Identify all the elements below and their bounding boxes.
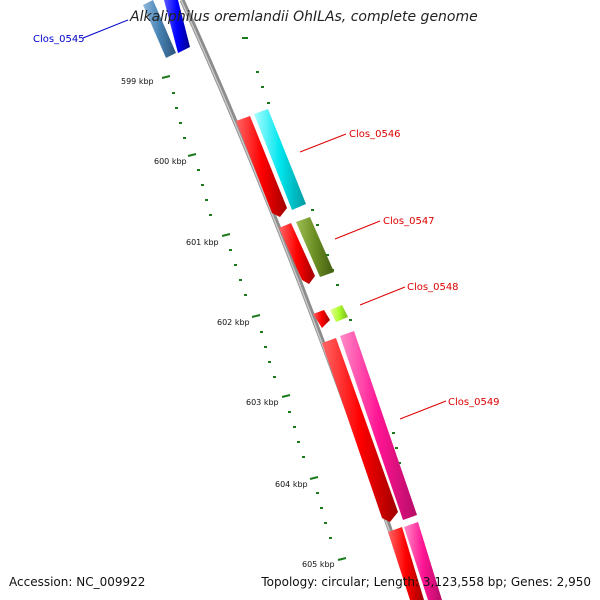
- feature-clos-0545-steelblue[interactable]: [143, 0, 176, 58]
- genome-backbone-highlight: [180, 0, 414, 600]
- inner-tick-track: [161, 75, 347, 561]
- leader-line-clos-0549: [399, 400, 447, 420]
- tick-label-603kbp: 603 kbp: [246, 398, 279, 407]
- leader-line-clos-0547: [334, 220, 381, 240]
- feature-next-red[interactable]: [388, 527, 424, 600]
- feature-clos-0547-olive[interactable]: [296, 217, 334, 277]
- feature-clos-0546-red[interactable]: [236, 116, 287, 217]
- genome-summary-text: Topology: circular; Length: 3,123,558 bp…: [261, 575, 591, 589]
- leader-line-clos-0548: [359, 286, 406, 306]
- feature-clos-0548-lime[interactable]: [330, 305, 348, 322]
- leader-line-clos-0546: [299, 133, 347, 153]
- leader-line-clos-0545: [82, 19, 129, 39]
- tick-label-601kbp: 601 kbp: [186, 238, 219, 247]
- feature-next-pink[interactable]: [404, 522, 442, 600]
- tick-label-600kbp: 600 kbp: [154, 157, 187, 166]
- feature-clos-0549-pink[interactable]: [340, 331, 417, 520]
- genome-title: Alkaliphilus oremlandii OhILAs, complete…: [130, 9, 478, 25]
- gene-label-clos-0545[interactable]: Clos_0545: [33, 34, 85, 45]
- tick-label-599kbp: 599 kbp: [121, 77, 154, 86]
- gene-label-clos-0548[interactable]: Clos_0548: [407, 282, 459, 293]
- feature-clos-0545-blue[interactable]: [164, 0, 190, 53]
- tick-label-602kbp: 602 kbp: [217, 318, 250, 327]
- genome-backbone: [179, 0, 417, 600]
- gene-label-clos-0546[interactable]: Clos_0546: [349, 129, 401, 140]
- accession-text: Accession: NC_009922: [9, 575, 146, 589]
- tick-label-605kbp: 605 kbp: [302, 560, 335, 569]
- gene-label-clos-0547[interactable]: Clos_0547: [383, 216, 435, 227]
- feature-clos-0549-red[interactable]: [322, 338, 398, 522]
- feature-clos-0548-red[interactable]: [313, 310, 330, 328]
- feature-clos-0546-cyan[interactable]: [254, 109, 306, 210]
- gene-label-clos-0549[interactable]: Clos_0549: [448, 397, 500, 408]
- feature-clos-0547-red[interactable]: [279, 223, 315, 284]
- tick-label-604kbp: 604 kbp: [275, 480, 308, 489]
